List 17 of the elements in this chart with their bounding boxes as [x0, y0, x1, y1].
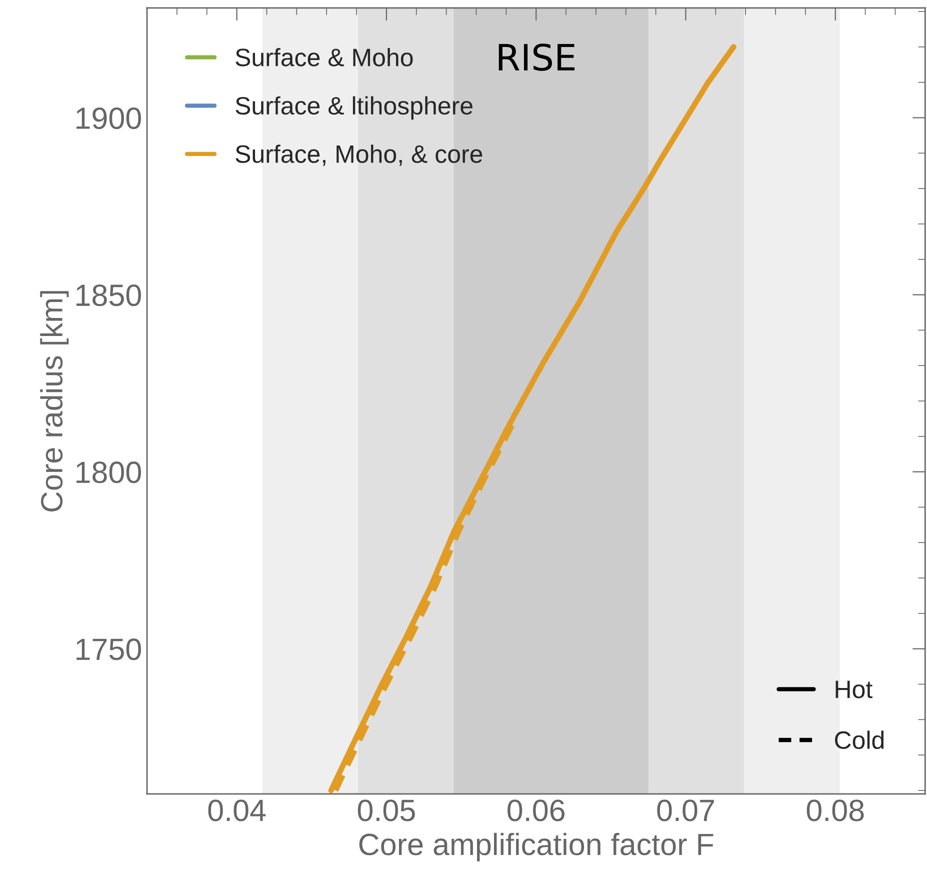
- x-tick-label: 0.07: [657, 800, 714, 822]
- x-tick-label: 0.04: [208, 800, 266, 822]
- y-tick-label: 1800: [76, 462, 141, 484]
- x-tick-label: 0.08: [806, 800, 864, 822]
- y-tick-label: 1850: [76, 284, 141, 306]
- y-axis-title: Core radius [km]: [40, 291, 69, 512]
- annotation: Hot: [836, 680, 872, 698]
- text: RISE: [498, 44, 575, 71]
- y-tick-label: 1750: [76, 638, 141, 660]
- x-axis-title: Core amplification factor F: [359, 832, 714, 862]
- legend-label: Surface, Moho, & core: [236, 144, 482, 166]
- legend-label: Surface & Moho: [236, 48, 413, 66]
- x-tick-label: 0.06: [508, 800, 564, 822]
- annotation: Cold: [835, 730, 884, 750]
- legend-label: Surface & ltihosphere: [236, 96, 472, 120]
- y-tick-label: 1900: [76, 107, 141, 130]
- x-tick-label: 0.05: [358, 800, 415, 822]
